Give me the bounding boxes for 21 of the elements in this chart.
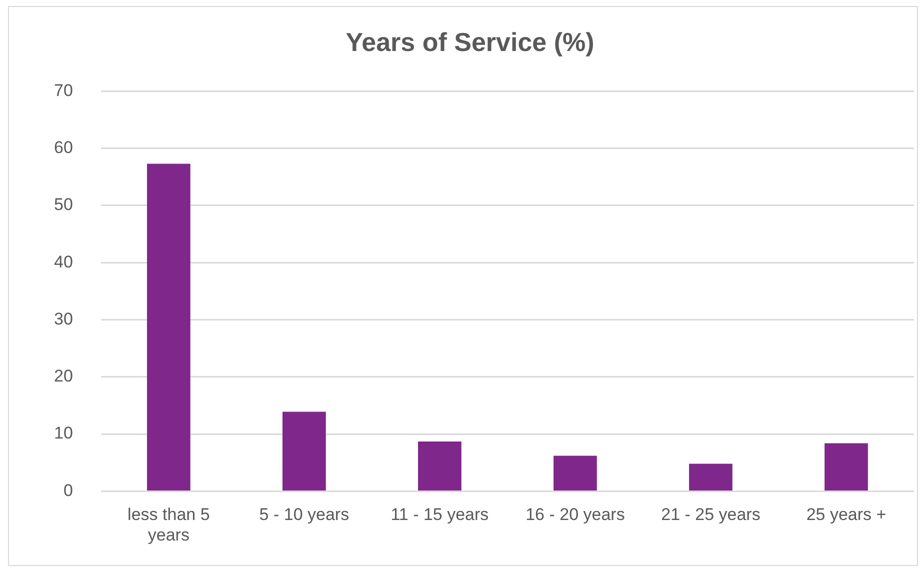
y-tick-label: 30 — [54, 309, 73, 328]
y-tick-label: 50 — [54, 195, 73, 214]
y-tick-label: 60 — [54, 138, 73, 158]
y-tick-label: 0 — [63, 480, 73, 500]
x-tick-label: 11 - 15 years — [390, 505, 489, 524]
bar — [282, 412, 326, 490]
x-tick-label: 25 years + — [806, 505, 886, 524]
x-tick-label: 16 - 20 years — [526, 505, 625, 524]
bar — [824, 443, 868, 490]
x-tick-label: 21 - 25 years — [661, 505, 760, 524]
x-tick-label: 5 - 10 years — [259, 505, 350, 524]
bar — [554, 456, 597, 490]
y-tick-label: 20 — [54, 366, 73, 386]
chart-title: Years of Service (%) — [346, 26, 594, 57]
y-tick-label: 10 — [54, 424, 73, 443]
bar — [689, 464, 732, 490]
bar — [146, 164, 190, 490]
y-tick-label: 70 — [54, 80, 73, 100]
x-tick-label: less than 5 years — [128, 505, 210, 544]
y-tick-label: 40 — [54, 252, 73, 272]
bar — [418, 441, 462, 490]
